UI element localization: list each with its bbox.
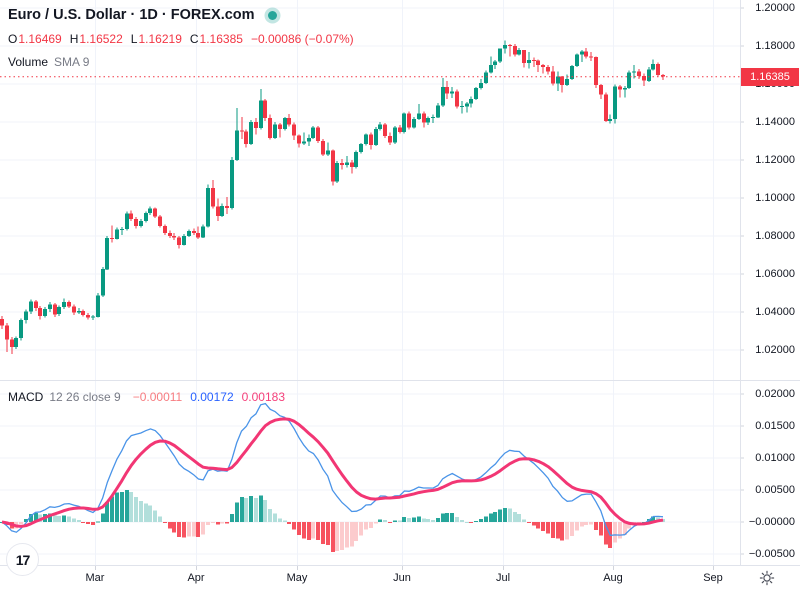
- macd-line-value: 0.00172: [190, 390, 234, 404]
- price-axis-label: 1.14000: [755, 116, 795, 128]
- price-axis-label: 1.18000: [755, 40, 795, 52]
- price-axis-label: 1.20000: [755, 2, 795, 14]
- open-label: O: [8, 32, 18, 46]
- macd-axis-label: 0.01500: [755, 420, 795, 432]
- macd-axis-label: −0.00000: [748, 516, 795, 528]
- close-value: 1.16385: [199, 32, 243, 46]
- price-axis-label: 1.06000: [755, 268, 795, 280]
- month-label: Sep: [703, 572, 723, 584]
- macd-axis-label: −0.00500: [748, 548, 795, 560]
- market-status-dot[interactable]: [267, 10, 277, 20]
- month-label: May: [286, 572, 308, 584]
- price-axis-label: 1.10000: [755, 192, 795, 204]
- volume-label: Volume: [8, 55, 49, 69]
- low-value: 1.16219: [138, 32, 182, 46]
- open-value: 1.16469: [18, 32, 62, 46]
- price-axis-label: 1.02000: [755, 344, 795, 356]
- high-value: 1.16522: [79, 32, 123, 46]
- tradingview-logo[interactable]: 17: [6, 543, 39, 576]
- settings-gear-icon[interactable]: [759, 570, 775, 586]
- low-label: L: [130, 32, 138, 46]
- month-label: Jun: [393, 572, 411, 584]
- price-axis-label: 1.12000: [755, 154, 795, 166]
- macd-params: 12 26 close 9: [49, 390, 121, 404]
- macd-axis-label: 0.00500: [755, 484, 795, 496]
- change-value: −0.00086 (−0.07%): [250, 32, 354, 46]
- volume-indicator-legend[interactable]: Volume SMA 9: [8, 55, 89, 69]
- macd-axis-label: 0.02000: [755, 388, 795, 400]
- price-axis-label: 1.04000: [755, 306, 795, 318]
- symbol-title[interactable]: Euro / U.S. Dollar · 1D · FOREX.com: [8, 7, 255, 23]
- macd-histogram-value: −0.00011: [132, 390, 183, 404]
- macd-axis-label: 0.01000: [755, 452, 795, 464]
- high-label: H: [69, 32, 79, 46]
- price-axis-label: 1.08000: [755, 230, 795, 242]
- month-label: Aug: [603, 572, 623, 584]
- month-label: Mar: [85, 572, 105, 584]
- ohlc-status-line: O 1.16469 H 1.16522 L 1.16219 C 1.16385 −0.0…: [8, 32, 354, 46]
- macd-indicator-legend[interactable]: MACD 12 26 close 9 −0.00011 0.00172 0.00…: [8, 390, 285, 404]
- month-label: Apr: [187, 572, 205, 584]
- volume-params: SMA 9: [54, 55, 90, 69]
- macd-signal-value: 0.00183: [241, 390, 286, 404]
- month-label: Jul: [495, 572, 511, 584]
- macd-label: MACD: [8, 390, 44, 404]
- last-price-tag: 1.16385: [741, 68, 799, 86]
- close-label: C: [189, 32, 199, 46]
